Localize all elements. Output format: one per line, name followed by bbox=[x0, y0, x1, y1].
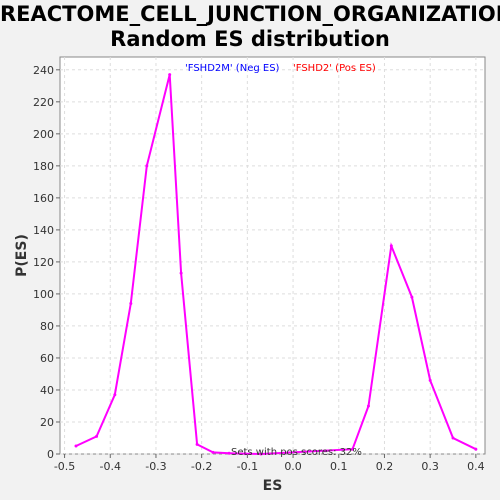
y-tick-label: 40 bbox=[40, 384, 54, 397]
data-point bbox=[474, 447, 478, 451]
x-tick-label: 0.1 bbox=[330, 460, 348, 473]
y-tick-label: 140 bbox=[33, 224, 54, 237]
x-tick-label: 0.2 bbox=[376, 460, 394, 473]
legend-entry-pos: 'FSHD2' (Pos ES) bbox=[293, 63, 376, 74]
y-tick-label: 0 bbox=[47, 448, 54, 461]
x-tick-label: 0.0 bbox=[284, 460, 302, 473]
y-tick-label: 120 bbox=[33, 256, 54, 269]
x-tick-label: -0.1 bbox=[237, 460, 258, 473]
chart-title-line1: REACTOME_CELL_JUNCTION_ORGANIZATION: bbox=[0, 2, 500, 26]
y-tick-label: 60 bbox=[40, 352, 54, 365]
data-point bbox=[389, 244, 393, 248]
y-tick-label: 220 bbox=[33, 96, 54, 109]
data-point bbox=[179, 271, 183, 275]
y-tick-label: 160 bbox=[33, 192, 54, 205]
legend-entry-neg: 'FSHD2M' (Neg ES) bbox=[185, 63, 280, 74]
x-tick-label: -0.5 bbox=[54, 460, 75, 473]
x-tick-label: 0.3 bbox=[421, 460, 439, 473]
data-point bbox=[259, 452, 263, 456]
data-point bbox=[350, 447, 354, 451]
data-point bbox=[227, 451, 231, 455]
y-axis-label: P(ES) bbox=[14, 234, 30, 277]
data-point bbox=[195, 442, 199, 446]
y-tick-label: 200 bbox=[33, 128, 54, 141]
data-point bbox=[129, 302, 133, 306]
x-tick-label: -0.4 bbox=[100, 460, 121, 473]
data-point bbox=[366, 404, 370, 408]
data-point bbox=[95, 434, 99, 438]
data-point bbox=[451, 436, 455, 440]
data-point bbox=[113, 393, 117, 397]
data-point bbox=[243, 452, 247, 456]
y-tick-label: 100 bbox=[33, 288, 54, 301]
data-point bbox=[74, 444, 78, 448]
plot-area bbox=[59, 56, 486, 455]
y-tick-label: 80 bbox=[40, 320, 54, 333]
data-point bbox=[168, 73, 172, 77]
x-axis-label: ES bbox=[263, 478, 283, 494]
data-point bbox=[428, 378, 432, 382]
chart-title-line2: Random ES distribution bbox=[110, 27, 390, 51]
data-point bbox=[410, 295, 414, 299]
y-tick-label: 240 bbox=[33, 64, 54, 77]
data-point bbox=[211, 450, 215, 454]
x-tick-label: -0.3 bbox=[145, 460, 166, 473]
y-tick-label: 20 bbox=[40, 416, 54, 429]
x-tick-label: -0.2 bbox=[191, 460, 212, 473]
data-point bbox=[145, 164, 149, 168]
y-tick-label: 180 bbox=[33, 160, 54, 173]
pos-scores-annotation: Sets with pos scores: 32% bbox=[231, 447, 362, 458]
x-tick-label: 0.4 bbox=[467, 460, 485, 473]
